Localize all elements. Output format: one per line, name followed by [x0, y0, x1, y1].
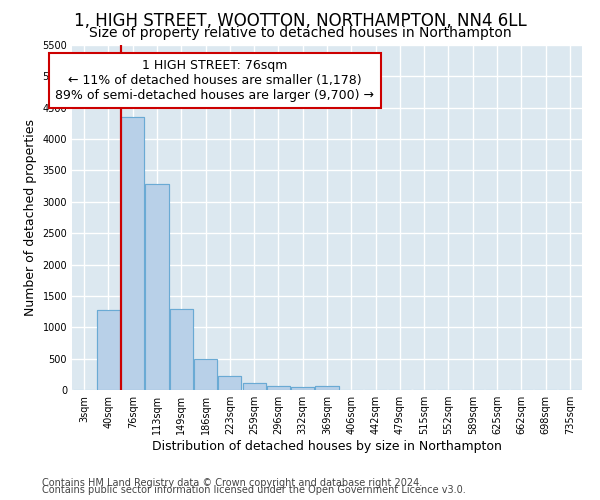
Bar [291, 386, 314, 390]
Bar [121, 117, 144, 390]
Bar [218, 376, 241, 390]
Bar [97, 310, 120, 390]
Bar [170, 309, 193, 390]
Text: Size of property relative to detached houses in Northampton: Size of property relative to detached ho… [89, 26, 511, 40]
Bar [145, 184, 169, 390]
Bar [121, 117, 144, 390]
Bar [291, 386, 314, 390]
Bar [145, 184, 169, 390]
Text: Contains public sector information licensed under the Open Government Licence v3: Contains public sector information licen… [42, 485, 466, 495]
Bar [267, 386, 290, 390]
Text: 1 HIGH STREET: 76sqm
← 11% of detached houses are smaller (1,178)
89% of semi-de: 1 HIGH STREET: 76sqm ← 11% of detached h… [55, 59, 374, 102]
Text: Contains HM Land Registry data © Crown copyright and database right 2024.: Contains HM Land Registry data © Crown c… [42, 478, 422, 488]
Bar [170, 309, 193, 390]
Bar [218, 376, 241, 390]
Bar [97, 310, 120, 390]
Bar [242, 384, 266, 390]
Text: 1, HIGH STREET, WOOTTON, NORTHAMPTON, NN4 6LL: 1, HIGH STREET, WOOTTON, NORTHAMPTON, NN… [74, 12, 526, 30]
Bar [267, 386, 290, 390]
Bar [194, 360, 217, 390]
Bar [242, 384, 266, 390]
Bar [194, 360, 217, 390]
Bar [316, 386, 338, 390]
Bar [316, 386, 338, 390]
X-axis label: Distribution of detached houses by size in Northampton: Distribution of detached houses by size … [152, 440, 502, 453]
Y-axis label: Number of detached properties: Number of detached properties [24, 119, 37, 316]
